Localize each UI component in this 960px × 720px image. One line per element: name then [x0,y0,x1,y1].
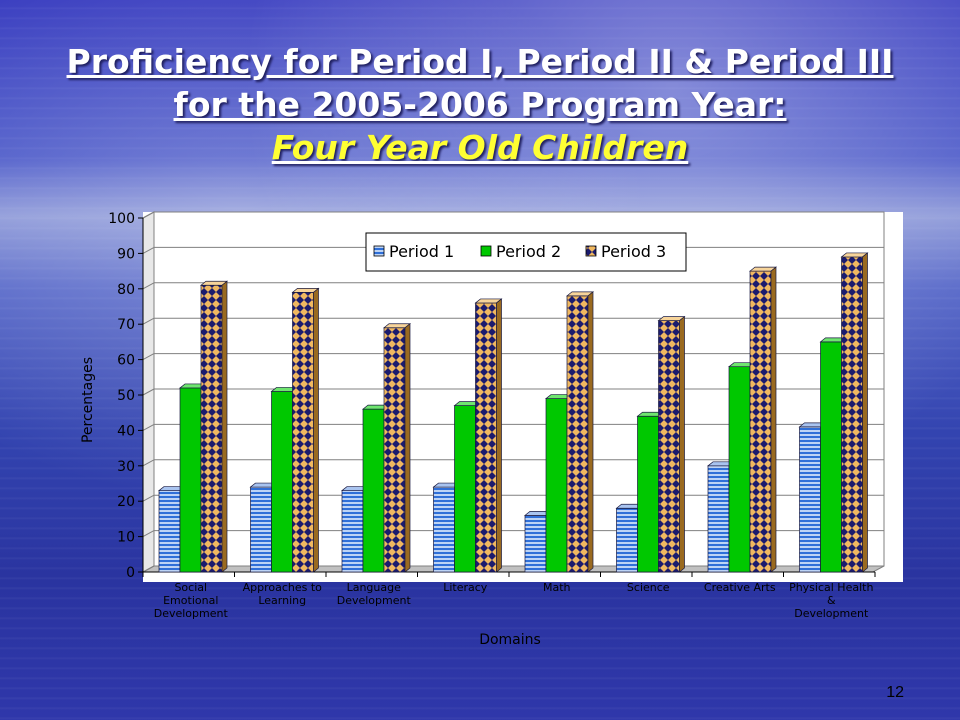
y-tick-label: 40 [117,423,135,439]
y-tick-label: 100 [108,211,135,227]
slide-title: Proficiency for Period I, Period II & Pe… [0,40,960,169]
bar [637,415,659,573]
x-category-label: Development [794,607,869,620]
bar [179,387,202,573]
x-category-label: Physical Health [789,581,873,594]
bar [362,408,385,573]
y-tick-label: 0 [126,565,135,581]
gridline-depth [142,282,155,290]
legend: Period 1 Period 2 Period 3 [365,232,687,272]
bar [820,341,842,573]
y-tick-label: 10 [117,530,135,546]
slide-number: 12 [886,684,904,701]
bar-side [679,315,685,573]
legend-swatch [585,245,597,257]
bar [250,486,272,573]
bar-side [587,291,594,573]
gridline-depth [142,494,155,502]
x-axis-title: Domains [479,632,541,648]
title-line-1: Proficiency for Period I, Period II & Pe… [66,42,894,81]
legend-swatch [373,245,385,257]
x-category-label: Math [543,581,571,594]
bar-side [770,266,777,573]
plot-area: 0102030405060708090100SocialEmotionalDev… [80,211,903,648]
bar [524,515,547,573]
legend-entry: Period 1 [389,242,454,261]
gridline-depth [142,317,155,325]
bar-side [221,280,228,573]
y-tick-label: 20 [117,494,135,510]
bar [271,391,293,573]
bar [616,507,638,573]
bar [799,426,821,573]
bar [158,490,181,573]
bar [433,486,455,573]
title-line-2: for the 2005-2006 Program Year: [173,85,787,124]
y-tick-label: 30 [117,459,135,475]
bar-side [496,298,502,573]
x-category-label: Development [337,594,412,607]
bar [841,256,863,573]
y-tick-label: 90 [117,246,135,262]
bar-side [862,252,868,573]
x-category-label: & [827,594,836,607]
bar [200,284,223,573]
x-category-label: Social [174,581,207,594]
gridline-depth [142,565,155,573]
subtitle: Four Year Old Children [271,128,689,167]
bar [566,295,589,573]
gridline-depth [142,423,155,431]
bar [545,398,568,573]
x-category-label: Language [347,581,402,594]
x-category-label: Science [627,581,670,594]
x-category-label: Literacy [443,581,488,594]
x-category-label: Approaches to [243,581,323,594]
bar [341,490,364,573]
y-tick-label: 70 [117,317,135,333]
bar [658,320,680,573]
gridline-depth [142,388,155,396]
bar [454,405,476,573]
bar [475,302,497,573]
gridline-depth [142,530,155,538]
bar-side [313,287,319,573]
bar [292,291,314,573]
x-category-label: Creative Arts [704,581,776,594]
y-tick-label: 60 [117,353,135,369]
bar [728,366,751,573]
x-category-label: Emotional [163,594,218,607]
legend-entry: Period 2 [496,242,561,261]
y-tick-label: 50 [117,388,135,404]
bar [707,465,730,573]
gridline-depth [142,459,155,467]
legend-entry: Period 3 [601,242,666,261]
gridline-depth [142,211,155,219]
bar-side [404,323,411,573]
legend-swatch [480,245,492,257]
bar [383,327,406,573]
bar [749,270,772,573]
x-category-label: Development [154,607,229,620]
y-tick-label: 80 [117,282,135,298]
gridline-depth [142,353,155,361]
gridline-depth [142,246,155,254]
y-axis-title: Percentages [80,357,96,443]
legend-box [365,232,687,272]
x-category-label: Learning [258,594,306,607]
